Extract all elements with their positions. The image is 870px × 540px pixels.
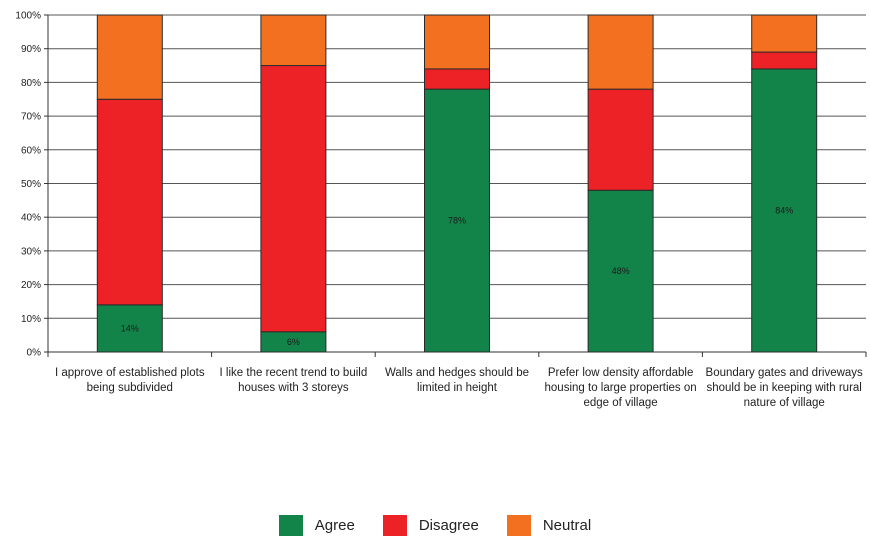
- bar-neutral: [96, 14, 163, 100]
- legend-swatch-disagree: [382, 515, 407, 536]
- bar-agree: [587, 189, 654, 353]
- bar-agree: [424, 88, 490, 353]
- bar-agree: [96, 304, 163, 353]
- data-label: 6%: [287, 337, 300, 347]
- y-tick-label: 10%: [21, 314, 41, 325]
- bar-neutral: [587, 14, 654, 90]
- legend-swatch-neutral: [506, 515, 531, 536]
- y-tick-label: 80%: [21, 78, 41, 89]
- category-label: I approve of established plots being sub…: [54, 367, 205, 394]
- y-tick-label: 30%: [21, 246, 41, 257]
- category-label: Boundary gates and driveways should be i…: [705, 367, 863, 409]
- bar-neutral: [424, 14, 490, 70]
- stacked-bar-chart: 0% 10% 20% 30% 40% 50% 60% 70% 80% 90% 100% 14% 6% 78…: [15, 11, 867, 359]
- category-label: Walls and hedges should be limited in he…: [384, 367, 530, 394]
- legend: Agree Disagree Neutral: [0, 515, 870, 536]
- bar-disagree: [96, 98, 163, 306]
- bar-neutral: [751, 14, 818, 53]
- legend-label-disagree: Disagree: [418, 517, 479, 534]
- data-label: 14%: [121, 323, 139, 333]
- bar-disagree: [587, 88, 654, 191]
- y-tick-label: 70%: [21, 112, 41, 123]
- bar-disagree: [424, 68, 490, 90]
- y-tick-label: 60%: [21, 145, 41, 156]
- legend-item-neutral: Neutral: [506, 515, 592, 536]
- y-tick-label: 100%: [15, 11, 41, 22]
- bar-agree: [751, 68, 818, 353]
- bar-disagree: [751, 51, 818, 70]
- legend-item-agree: Agree: [278, 515, 355, 536]
- y-tick-label: 20%: [21, 280, 41, 291]
- legend-label-agree: Agree: [314, 517, 355, 534]
- y-tick-label: 40%: [21, 213, 41, 224]
- category-label: I like the recent trend to build houses …: [219, 367, 368, 394]
- legend-item-disagree: Disagree: [382, 515, 479, 536]
- bar-disagree: [260, 65, 327, 333]
- bar-neutral: [260, 14, 327, 67]
- legend-swatch-agree: [278, 515, 303, 536]
- y-tick-label: 50%: [21, 179, 41, 190]
- y-tick-label: 90%: [21, 44, 41, 55]
- category-label: Prefer low density affordable housing to…: [544, 367, 697, 409]
- data-label: 78%: [448, 216, 466, 226]
- y-tick-label: 0%: [27, 348, 42, 359]
- data-label: 84%: [775, 205, 793, 215]
- legend-label-neutral: Neutral: [542, 517, 592, 534]
- data-label: 48%: [612, 266, 630, 276]
